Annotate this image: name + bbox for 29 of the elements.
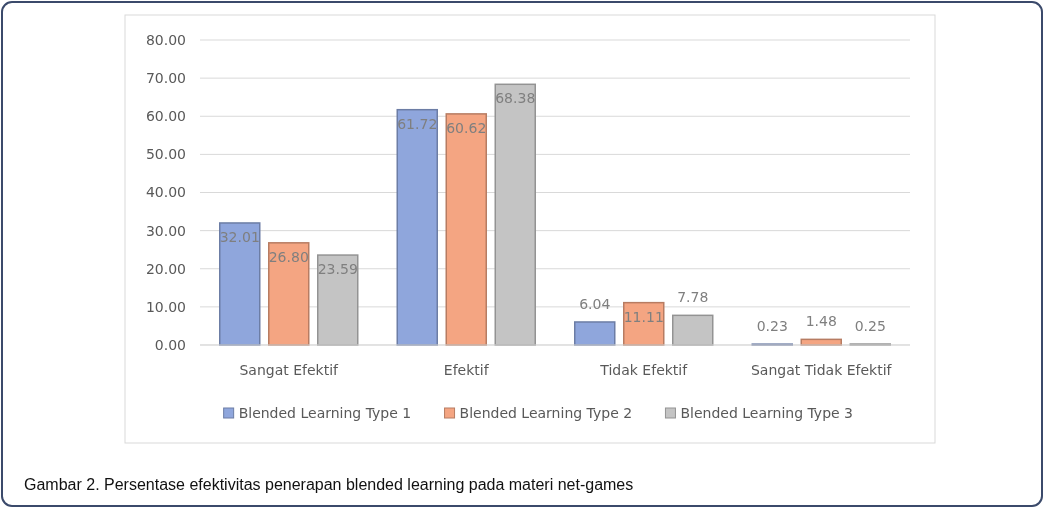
x-tick-label: Sangat Tidak Efektif (750, 362, 893, 378)
data-label: 60.62 (446, 119, 487, 136)
y-tick-label: 10.00 (145, 298, 186, 315)
data-label: 6.04 (579, 295, 611, 312)
y-tick-label: 80.00 (145, 31, 186, 48)
legend-label: Blended Learning Type 1 (238, 404, 412, 421)
data-label: 68.38 (495, 90, 536, 107)
data-label: 0.25 (854, 318, 886, 335)
x-tick-label: Efektif (443, 362, 490, 378)
text: Gambar 2. Persentase efektivitas penerapan blended learning pada materi net-games (24, 476, 634, 493)
data-label: 1.48 (805, 313, 837, 330)
data-label: 23.59 (317, 261, 358, 278)
y-tick-label: 50.00 (145, 146, 186, 163)
legend-label: Blended Learning Type 2 (459, 404, 633, 421)
data-label: 26.80 (268, 248, 309, 265)
y-tick-label: 70.00 (145, 70, 186, 87)
y-tick-label: 60.00 (145, 108, 186, 125)
x-tick-label: Sangat Efektif (239, 362, 340, 378)
data-label: 11.11 (623, 308, 664, 325)
y-tick-label: 40.00 (145, 184, 186, 201)
data-label: 32.01 (219, 228, 260, 245)
y-tick-label: 0.00 (154, 336, 186, 353)
data-label: 7.78 (677, 289, 709, 306)
y-tick-label: 20.00 (145, 260, 186, 277)
legend-label: Blended Learning Type 3 (680, 404, 854, 421)
y-tick-label: 30.00 (145, 222, 186, 239)
data-label: 0.23 (756, 318, 788, 335)
data-label: 61.72 (397, 115, 438, 132)
x-tick-label: Tidak Efektif (599, 362, 689, 378)
